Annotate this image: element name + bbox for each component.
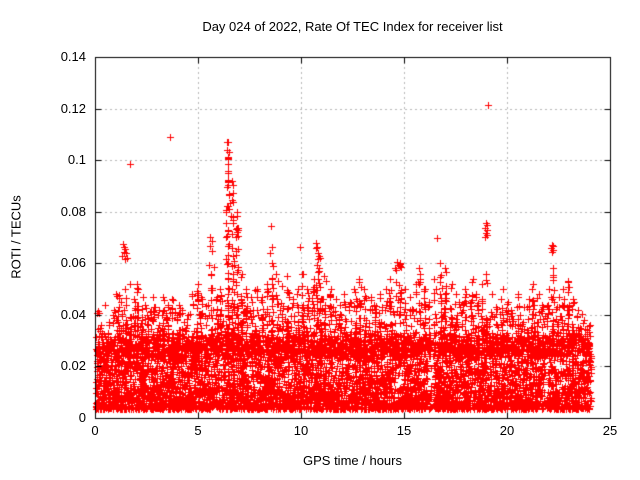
y-tick-label: 0.14	[60, 49, 86, 64]
x-tick-label: 10	[293, 423, 309, 438]
y-tick-label: 0.08	[60, 204, 86, 219]
chart-title: Day 024 of 2022, Rate Of TEC Index for r…	[202, 19, 503, 34]
x-axis-label: GPS time / hours	[303, 453, 402, 468]
y-tick-label: 0.02	[60, 358, 86, 373]
y-tick-label: 0.1	[67, 152, 86, 167]
x-tick-label: 5	[194, 423, 202, 438]
x-tick-label: 15	[396, 423, 412, 438]
x-tick-label: 20	[499, 423, 515, 438]
y-tick-label: 0.04	[60, 307, 86, 322]
y-tick-label: 0.12	[60, 101, 86, 116]
y-tick-label: 0	[78, 410, 86, 425]
y-tick-label: 0.06	[60, 255, 86, 270]
x-tick-label: 25	[602, 423, 618, 438]
x-tick-label: 0	[91, 423, 99, 438]
